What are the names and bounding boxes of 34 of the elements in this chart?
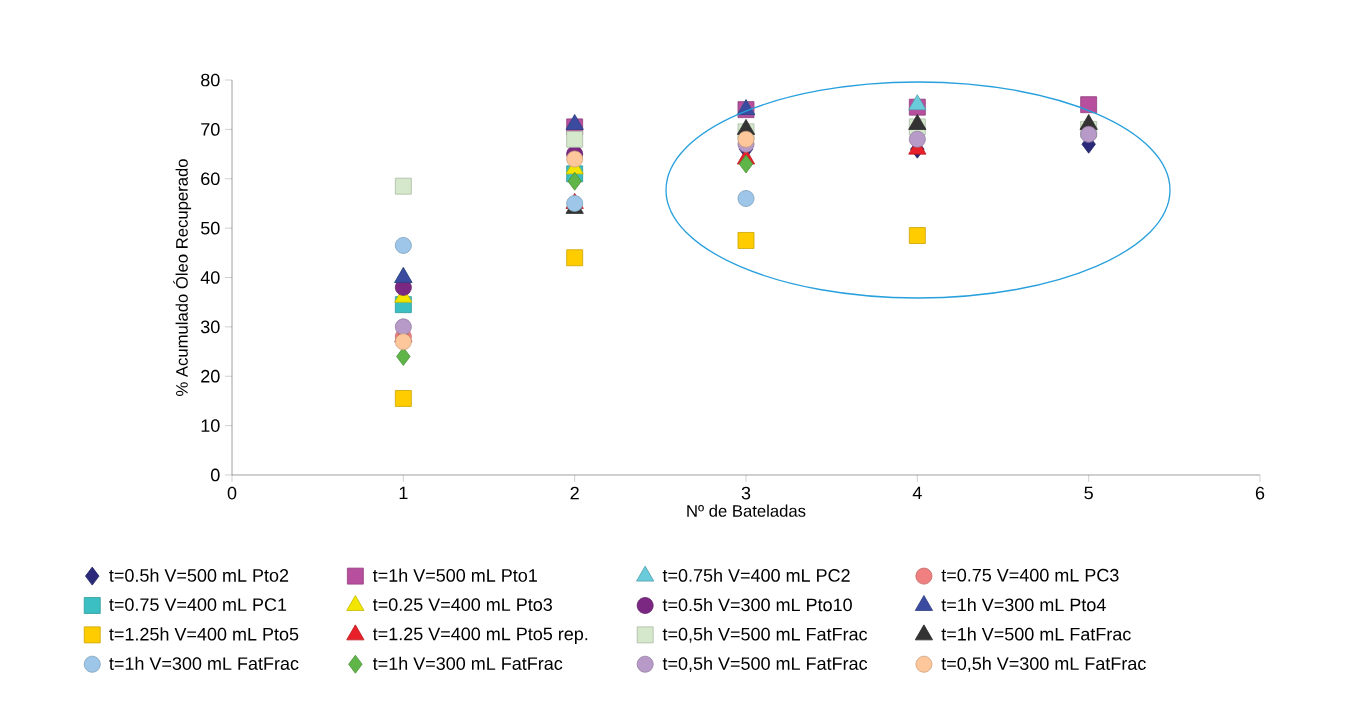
legend-label: t=1h V=500 mL FatFrac <box>941 627 1131 641</box>
x-tick-label: 2 <box>570 486 579 500</box>
legend-label: t=1.25h V=400 mL Pto5 <box>109 627 299 641</box>
legend-label: t=0.75h V=400 mL PC2 <box>662 568 850 582</box>
x-tick-label: 3 <box>741 486 751 500</box>
legend-label: t=0.75 V=400 mL PC3 <box>941 568 1119 582</box>
y-tick-label: 0 <box>211 468 220 482</box>
y-tick-label: 30 <box>200 320 220 334</box>
x-tick-label: 6 <box>1255 486 1265 500</box>
legend-label: t=1h V=300 mL FatFrac <box>372 656 563 670</box>
y-tick-label: 80 <box>201 73 220 87</box>
legend-label: t=0.75 V=400 mL PC1 <box>109 598 287 611</box>
legend-label: t=1h V=500 mL Pto1 <box>372 568 537 582</box>
y-tick-label: 50 <box>200 221 220 235</box>
legend-label: t=0.25 V=400 mL Pto3 <box>372 598 553 611</box>
y-axis-title: % Acumulado Óleo Recuperado <box>173 159 192 396</box>
x-tick-label: 1 <box>399 486 408 500</box>
y-tick-label: 60 <box>201 172 220 186</box>
legend-label: t=0.5h V=300 mL Pto10 <box>662 597 852 612</box>
legend-label: t=1.25 V=400 mL Pto5 rep. <box>372 627 588 644</box>
x-tick-label: 0 <box>227 486 237 500</box>
y-tick-label: 70 <box>201 123 220 136</box>
x-tick-label: 4 <box>912 486 922 500</box>
x-tick-label: 5 <box>1084 486 1093 500</box>
legend-label: t=0,5h V=300 mL FatFrac <box>941 656 1146 673</box>
legend-label: t=0,5h V=500 mL FatFrac <box>662 656 868 673</box>
legend-label: t=0.5h V=500 mL Pto2 <box>109 568 289 582</box>
legend-label: t=1h V=300 mL Pto4 <box>941 597 1106 612</box>
y-tick-label: 40 <box>200 271 220 284</box>
y-tick-label: 20 <box>201 369 220 383</box>
y-tick-label: 10 <box>201 419 220 432</box>
x-axis-title: Nº de Bateladas <box>687 504 806 517</box>
legend-label: t=1h V=300 mL FatFrac <box>109 656 299 670</box>
legend-label: t=0,5h V=500 mL FatFrac <box>662 627 868 643</box>
